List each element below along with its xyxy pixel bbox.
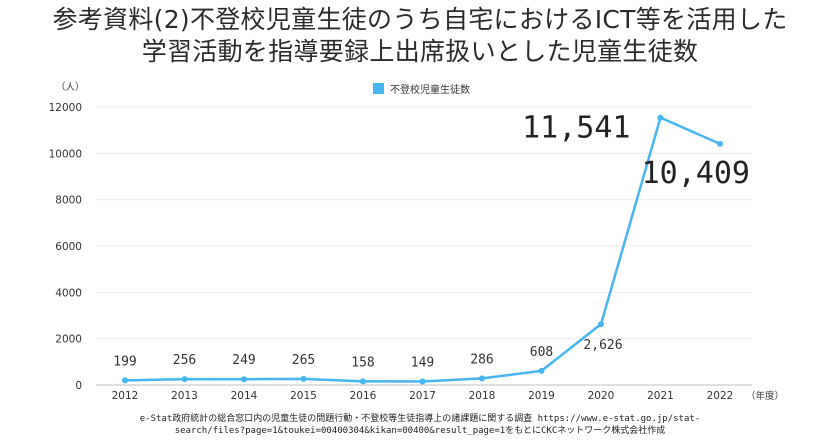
x-tick-label: 2014 [231, 390, 258, 402]
x-tick-label: 2018 [469, 390, 496, 402]
x-tick-label: 2020 [588, 390, 615, 402]
source-note-line-2: search/files?page=1&toukei=00400304&kika… [174, 426, 666, 436]
source-note-line-1: e-Stat政府統計の総合窓口内の児童生徒の問題行動・不登校等生徒指導上の諸課題… [139, 414, 701, 424]
y-tick-label: 0 [75, 380, 82, 392]
x-tick-label: 2015 [290, 390, 317, 402]
data-point [538, 367, 545, 374]
data-point [122, 377, 128, 384]
y-tick-label: 2000 [55, 334, 82, 346]
legend-swatch [373, 83, 384, 94]
x-tick-label: 2021 [647, 390, 674, 402]
y-tick-label: 12000 [49, 102, 82, 114]
legend-label: 不登校児童生徒数 [390, 83, 470, 96]
data-label: 10,409 [642, 156, 750, 191]
x-tick-label: 2012 [112, 390, 139, 402]
y-tick-label: 8000 [55, 195, 82, 207]
x-tick-label: 2019 [528, 390, 555, 402]
data-point [241, 376, 247, 383]
data-label: 286 [470, 352, 493, 367]
y-axis-ticks: 0 2000 4000 6000 8000 10000 12000 [49, 102, 82, 392]
data-point [598, 321, 604, 328]
data-point [479, 375, 485, 382]
chart-title-line-2: 学習活動を指導要録上出席扱いとした児童生徒数 [141, 37, 699, 66]
x-tick-label: 2022 [707, 390, 734, 402]
data-point [181, 376, 188, 383]
x-tick-label: 2017 [409, 390, 436, 402]
data-point [419, 378, 426, 385]
data-label: 11,541 [522, 111, 630, 146]
data-label: 158 [351, 355, 374, 370]
data-point [360, 378, 366, 385]
data-label: 608 [530, 345, 553, 360]
y-tick-label: 4000 [55, 287, 82, 299]
data-point [717, 140, 723, 147]
gridlines [96, 106, 752, 386]
data-label: 2,626 [583, 338, 622, 353]
x-tick-label: 2013 [171, 390, 198, 402]
data-label: 149 [411, 356, 434, 371]
y-tick-label: 10000 [49, 148, 82, 160]
series-line [124, 116, 721, 383]
x-axis-unit: （年度） [746, 390, 784, 402]
plot-area: 199 256 249 265 158 149 286 608 2,626 11,541 10,40… [113, 111, 750, 385]
data-label: 199 [113, 354, 136, 369]
data-label: 249 [232, 353, 255, 368]
x-axis-ticks: 2012 2013 2014 2015 2016 2017 2018 2019 2020 2021… [112, 390, 734, 402]
data-label: 265 [292, 353, 315, 368]
legend: 不登校児童生徒数 [373, 83, 470, 96]
chart-title-line-1: 参考資料(2)不登校児童生徒のうち自宅におけるICT等を活用した [52, 5, 788, 34]
data-label: 256 [173, 353, 196, 368]
data-point [657, 114, 664, 121]
data-point [300, 375, 307, 382]
x-tick-label: 2016 [350, 390, 377, 402]
y-tick-label: 6000 [55, 241, 82, 253]
y-axis-unit: （人） [56, 81, 85, 93]
